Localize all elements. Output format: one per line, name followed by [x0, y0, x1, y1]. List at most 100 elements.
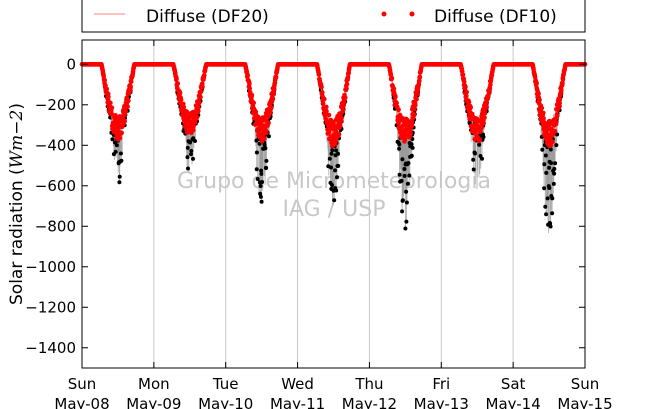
df10-point [270, 97, 275, 102]
df10-point [184, 109, 190, 114]
df10-point [466, 99, 472, 105]
global-point [264, 165, 269, 170]
df10-point [464, 89, 470, 95]
df10-point [553, 121, 559, 127]
df10-point [255, 126, 261, 132]
plot-frame [81, 39, 586, 369]
global-point [264, 158, 269, 163]
global-point [400, 198, 405, 203]
df10-point [247, 81, 252, 87]
global-point [258, 184, 263, 188]
global-point [254, 150, 259, 155]
legend-label-df10: Diffuse (DF10) [434, 7, 557, 27]
y-tick-label: −1000 [25, 258, 76, 276]
df10-point [345, 74, 351, 80]
df10-point [560, 80, 565, 86]
global-point [189, 148, 194, 153]
df10-point [336, 132, 342, 137]
df10-point [541, 110, 546, 116]
df10-point [461, 79, 467, 84]
global-point [193, 139, 197, 143]
global-point [334, 148, 338, 153]
global-point [400, 209, 405, 214]
df10-point [344, 81, 350, 87]
df10-point [408, 131, 413, 136]
global-point [407, 173, 412, 178]
df10-point [109, 105, 115, 110]
df10-point [320, 101, 326, 106]
df10-point [484, 105, 490, 110]
axis-ticks [81, 40, 586, 368]
global-point [332, 198, 337, 203]
global-point [409, 142, 414, 147]
global-point [553, 161, 558, 166]
df10-point [534, 81, 539, 86]
df10-point [192, 120, 198, 125]
df10-point [123, 108, 128, 114]
x-tick-label-day: Sun [68, 375, 97, 393]
df10-point [324, 108, 329, 114]
df10-point [322, 96, 327, 102]
df10-point [178, 97, 184, 103]
df10-point [197, 100, 202, 106]
df10-point [417, 74, 423, 80]
df10-point [108, 100, 113, 106]
global-point [547, 165, 552, 170]
df10-point [324, 104, 329, 110]
df10-point [202, 73, 207, 78]
global-point [554, 143, 559, 148]
df10-point [251, 100, 256, 106]
df10-point [200, 84, 205, 89]
df10-point [104, 86, 109, 92]
df10-point [389, 75, 395, 81]
global-point [404, 200, 409, 205]
df10-point [245, 73, 250, 78]
df10-point [191, 123, 196, 129]
x-tick-label-date: May-09 [126, 395, 181, 409]
df10-point [394, 100, 399, 106]
global-point [329, 151, 334, 156]
global-point [540, 147, 545, 152]
x-tick-label-date: May-14 [486, 395, 541, 409]
legend: Diffuse (DF20) Diffuse (DF10) [81, 0, 586, 33]
global-point [336, 151, 340, 156]
global-point [191, 156, 195, 161]
global-point [471, 167, 476, 172]
df10-point [411, 113, 417, 118]
df10-point [247, 86, 252, 91]
df10-point [194, 115, 200, 120]
df10-point [122, 118, 127, 124]
global-point [117, 174, 122, 179]
global-point [405, 181, 410, 186]
global-point [544, 212, 549, 217]
global-point [409, 153, 414, 158]
df10-point [391, 86, 397, 91]
df10-point [109, 111, 114, 117]
df10-point [268, 110, 273, 115]
df10-point [550, 139, 555, 144]
df10-point [485, 94, 491, 100]
legend-box [81, 0, 586, 33]
df10-point [126, 98, 131, 104]
global-point [406, 161, 411, 166]
df10-point [266, 120, 271, 126]
df10-point [557, 96, 563, 102]
global-point [330, 183, 334, 187]
df10-point [128, 79, 134, 84]
global-point [547, 186, 552, 190]
df10-point [407, 134, 412, 140]
df10-point [409, 119, 415, 125]
global-point [544, 170, 549, 175]
global-point [263, 146, 268, 151]
global-point [403, 226, 408, 231]
global-point [185, 155, 190, 160]
df10-point [106, 94, 111, 99]
y-tick-label: −800 [35, 217, 76, 235]
global-point [551, 181, 556, 186]
x-tick-label-date: May-11 [270, 395, 325, 409]
grid-lines [153, 40, 514, 368]
df10-point [487, 90, 492, 95]
y-tick-label: −200 [35, 96, 76, 114]
df10-point [249, 92, 255, 98]
